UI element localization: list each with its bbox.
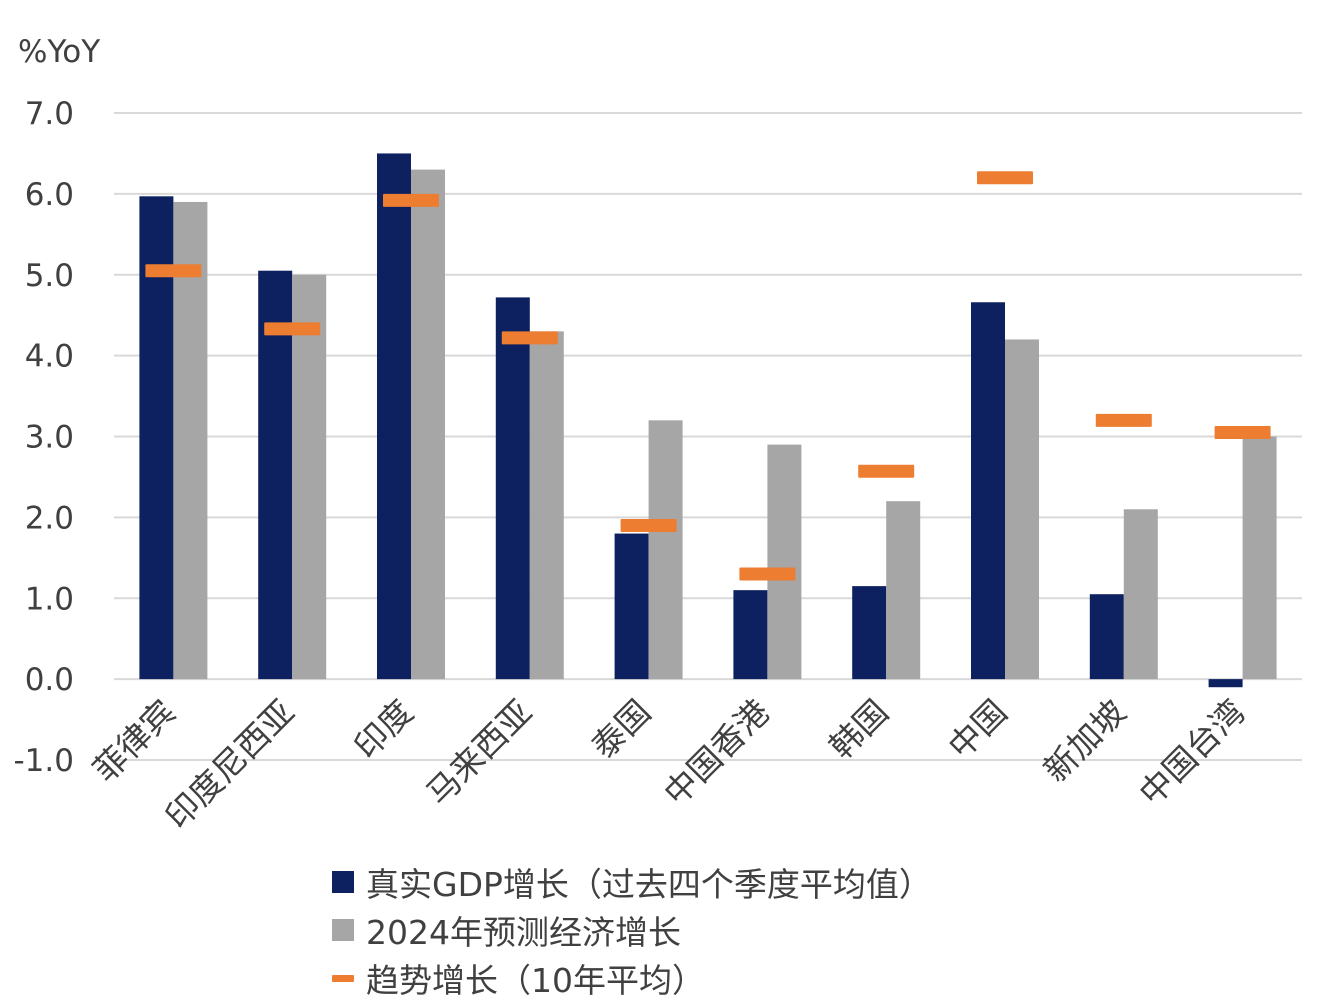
y-tick-label: -1.0 bbox=[14, 743, 75, 779]
trend-marker bbox=[383, 193, 439, 207]
bar-actual-gdp bbox=[495, 297, 530, 680]
bar-actual-gdp bbox=[1089, 594, 1124, 680]
y-axis-unit-label: %YoY bbox=[18, 34, 100, 70]
y-tick-label: 3.0 bbox=[25, 420, 74, 456]
y-tick-label: 0.0 bbox=[25, 662, 74, 698]
trend-marker bbox=[264, 322, 321, 336]
bar-forecast bbox=[767, 444, 802, 680]
category-label: 马来西亚 bbox=[419, 692, 540, 813]
bar-actual-gdp bbox=[971, 302, 1005, 680]
y-tick-label: 1.0 bbox=[25, 581, 74, 617]
bar-actual-gdp bbox=[852, 586, 887, 680]
y-tick-label: 6.0 bbox=[25, 177, 74, 213]
trend-marker bbox=[1214, 425, 1271, 439]
bar-forecast bbox=[411, 169, 445, 680]
bar-actual-gdp bbox=[1208, 679, 1243, 688]
bar-forecast bbox=[1005, 339, 1039, 680]
bar-forecast bbox=[648, 420, 683, 680]
bar-actual-gdp bbox=[614, 533, 649, 680]
legend-swatch-orange-line bbox=[332, 974, 354, 982]
category-label: 韩国 bbox=[822, 692, 896, 766]
category-label: 泰国 bbox=[584, 692, 658, 766]
trend-marker bbox=[145, 264, 202, 278]
legend-item-actual-gdp: 真实GDP增长（过去四个季度平均值） bbox=[332, 858, 932, 906]
legend: 真实GDP增长（过去四个季度平均值） 2024年预测经济增长 趋势增长（10年平… bbox=[332, 858, 932, 1002]
y-tick-label: 4.0 bbox=[25, 339, 74, 375]
category-label: 新加坡 bbox=[1036, 692, 1134, 790]
bar-forecast bbox=[886, 501, 921, 680]
y-tick-label: 2.0 bbox=[25, 500, 74, 536]
legend-swatch-gray bbox=[332, 919, 354, 941]
legend-label: 2024年预测经济增长 bbox=[366, 913, 681, 952]
bar-forecast bbox=[1242, 436, 1277, 680]
y-axis-ticks: 7.0 6.0 5.0 4.0 3.0 2.0 1.0 0.0 -1.0 bbox=[14, 96, 75, 779]
bar-actual-gdp bbox=[377, 153, 411, 680]
trend-marker bbox=[1095, 413, 1152, 427]
trend-marker bbox=[739, 567, 796, 581]
category-label: 印度 bbox=[346, 692, 420, 766]
y-tick-label: 5.0 bbox=[25, 258, 74, 294]
legend-swatch-navy bbox=[332, 871, 354, 893]
category-label: 中国 bbox=[940, 692, 1014, 766]
legend-item-forecast: 2024年预测经济增长 bbox=[332, 906, 932, 954]
bar-forecast bbox=[529, 331, 564, 680]
category-label: 中国台湾 bbox=[1131, 692, 1252, 813]
category-label: 印度尼西亚 bbox=[158, 692, 302, 836]
trend-marker bbox=[620, 518, 677, 532]
bar-actual-gdp bbox=[733, 590, 768, 680]
trend-marker bbox=[501, 331, 558, 345]
legend-item-trend: 趋势增长（10年平均） bbox=[332, 954, 932, 1002]
category-label: 中国香港 bbox=[656, 692, 777, 813]
bar-forecast bbox=[1123, 509, 1158, 680]
bar-actual-gdp bbox=[258, 270, 293, 680]
y-tick-label: 7.0 bbox=[25, 96, 74, 132]
category-label: 菲律宾 bbox=[85, 692, 183, 790]
legend-label: 趋势增长（10年平均） bbox=[366, 961, 705, 1000]
legend-label: 真实GDP增长（过去四个季度平均值） bbox=[366, 865, 932, 904]
bar-forecast bbox=[173, 201, 208, 680]
trend-markers bbox=[145, 171, 1271, 581]
bar-forecast bbox=[292, 274, 327, 680]
trend-marker bbox=[977, 171, 1033, 185]
trend-marker bbox=[858, 464, 915, 478]
chart-canvas: %YoY 7.0 6.0 5.0 4.0 3.0 2.0 1.0 0.0 -1.0 菲律宾印度尼… bbox=[14, 34, 1302, 836]
